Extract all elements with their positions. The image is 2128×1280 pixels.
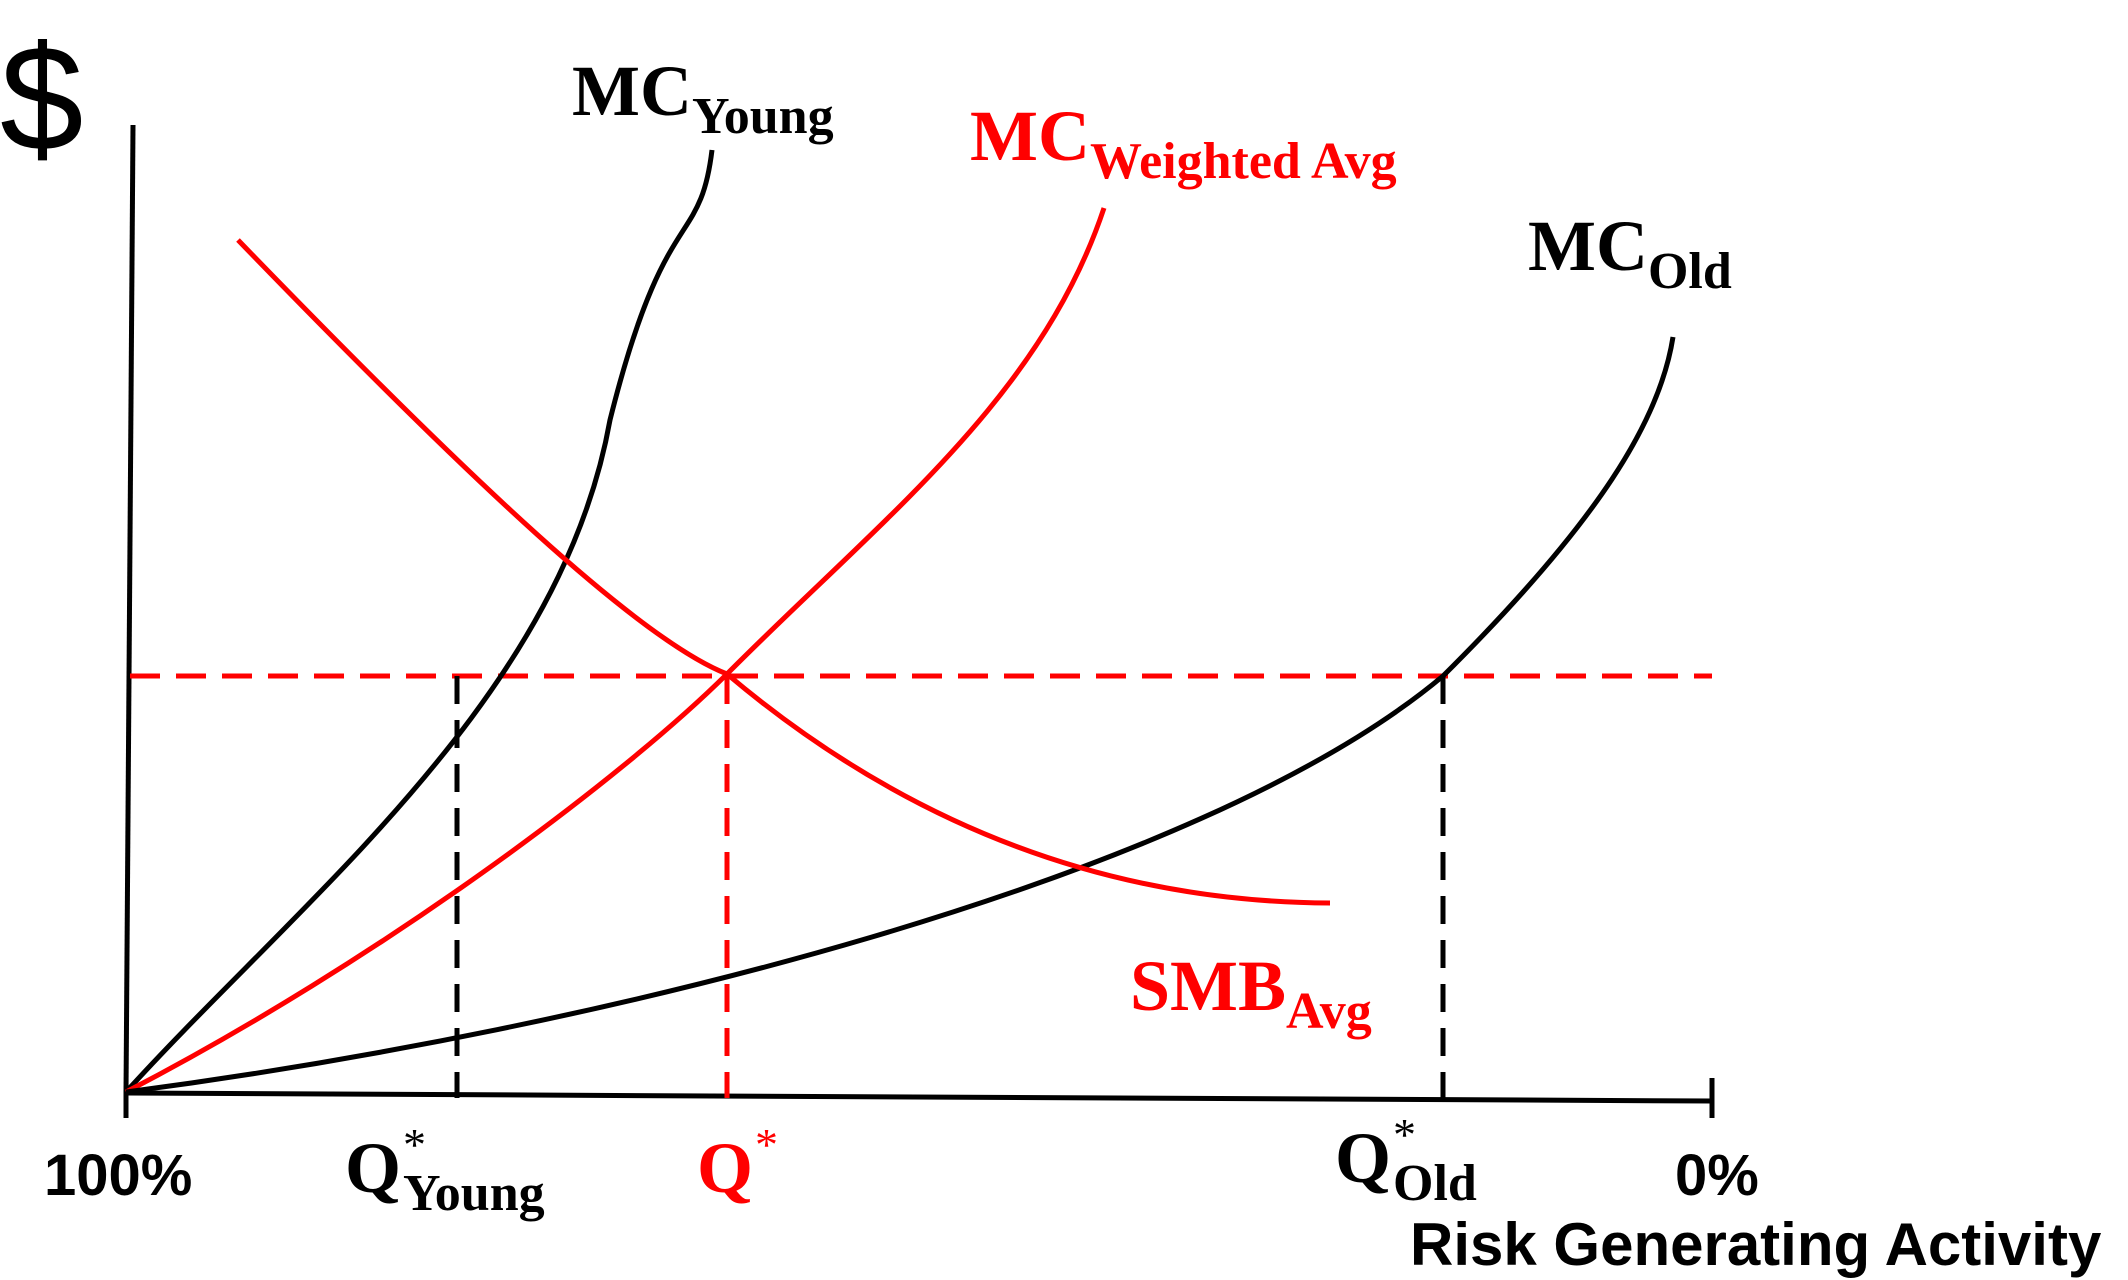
mc-weighted-avg-curve bbox=[124, 207, 1107, 1095]
smb-avg-label: SMBAvg bbox=[1130, 946, 1372, 1040]
x-axis-title: Risk Generating Activity bbox=[1410, 1211, 2102, 1278]
smb-avg-label-main: SMB bbox=[1130, 946, 1286, 1026]
mc-old-label: MCOld bbox=[1528, 206, 1732, 300]
q-young-label-main: Q bbox=[345, 1128, 401, 1208]
mc-old-label-main: MC bbox=[1528, 206, 1648, 286]
q-old-label-sub: Old bbox=[1393, 1155, 1477, 1212]
x-axis-right-tick-label: 0% bbox=[1675, 1143, 1759, 1208]
q-star-label-star: * bbox=[755, 1119, 778, 1170]
q-old-label-star: * bbox=[1393, 1109, 1416, 1160]
mc-weighted-avg-label-main: MC bbox=[970, 96, 1090, 176]
q-young-label: Q bbox=[345, 1128, 401, 1208]
q-young-label-star: * bbox=[403, 1119, 426, 1170]
mc-weighted-avg-label: MCWeighted Avg bbox=[970, 96, 1397, 190]
mc-young-curve bbox=[124, 149, 715, 1094]
x-axis-left-tick-label: 100% bbox=[44, 1143, 192, 1208]
q-young-label-sub: Young bbox=[403, 1165, 545, 1222]
q-old-label-main: Q bbox=[1335, 1118, 1391, 1198]
mc-old-label-sub: Old bbox=[1648, 243, 1732, 300]
q-old-label: Q bbox=[1335, 1118, 1391, 1198]
q-star-label-main: Q bbox=[697, 1128, 753, 1208]
mc-young-label: MCYoung bbox=[572, 51, 834, 145]
smb-avg-label-sub: Avg bbox=[1286, 983, 1372, 1040]
x-axis bbox=[125, 1090, 1713, 1104]
mc-weighted-avg-label-sub: Weighted Avg bbox=[1090, 133, 1397, 190]
q-star-label: Q bbox=[697, 1128, 753, 1208]
mc-young-label-main: MC bbox=[572, 51, 692, 131]
smb-avg-curve bbox=[236, 238, 1331, 906]
y-axis bbox=[123, 124, 136, 1094]
y-axis-dollar-label: $ bbox=[0, 14, 83, 182]
mc-young-label-sub: Young bbox=[692, 88, 834, 145]
mc-old-curve bbox=[125, 336, 1676, 1095]
